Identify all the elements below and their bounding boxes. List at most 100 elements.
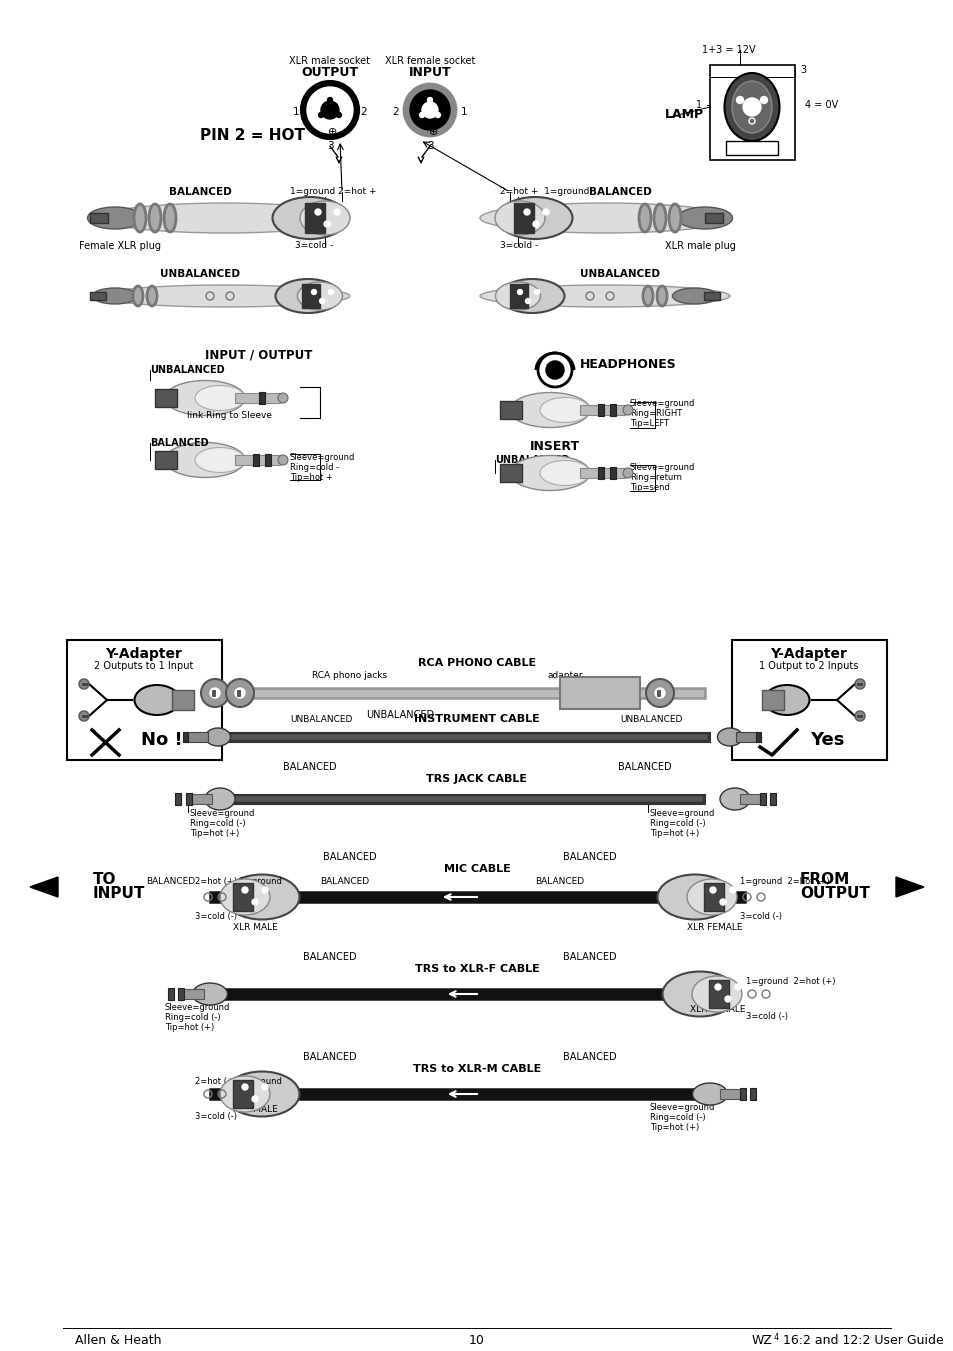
Bar	[725, 141, 778, 155]
Text: Ring=cold -: Ring=cold -	[290, 463, 338, 473]
Text: TRS JACK CABLE: TRS JACK CABLE	[426, 774, 527, 784]
Text: 4: 4	[773, 1332, 779, 1342]
Text: UNBALANCED: UNBALANCED	[160, 269, 240, 280]
Circle shape	[79, 711, 89, 721]
Bar	[856, 715, 862, 717]
Text: 3=cold (-): 3=cold (-)	[194, 1112, 236, 1121]
Text: Sleeve=ground: Sleeve=ground	[290, 454, 355, 462]
Text: 1=ground  2=hot (+): 1=ground 2=hot (+)	[740, 877, 828, 885]
Ellipse shape	[642, 286, 652, 305]
Circle shape	[714, 984, 720, 990]
Text: UNBALANCED: UNBALANCED	[366, 711, 434, 720]
Text: adapter: adapter	[547, 670, 582, 680]
Circle shape	[319, 299, 324, 304]
Text: 3=cold (-): 3=cold (-)	[745, 1012, 787, 1021]
Bar	[174, 793, 181, 805]
Text: BALANCED: BALANCED	[588, 186, 651, 197]
Circle shape	[79, 680, 89, 689]
Text: Sleeve=ground: Sleeve=ground	[629, 400, 695, 408]
Text: Ring=cold (-): Ring=cold (-)	[165, 1012, 220, 1021]
Circle shape	[318, 112, 323, 118]
Circle shape	[546, 362, 562, 378]
Bar	[740, 1088, 745, 1100]
Text: Tip=hot (+): Tip=hot (+)	[165, 1023, 214, 1032]
Text: UNBALANCED: UNBALANCED	[495, 455, 569, 465]
Text: Y-Adapter: Y-Adapter	[770, 647, 846, 661]
Bar	[183, 732, 188, 742]
Circle shape	[736, 96, 742, 104]
Text: XLR FEMALE: XLR FEMALE	[690, 1005, 745, 1013]
Ellipse shape	[657, 286, 666, 305]
Circle shape	[748, 118, 754, 124]
Text: UNBALANCED: UNBALANCED	[290, 715, 352, 724]
Text: Ring=return: Ring=return	[629, 473, 681, 481]
Ellipse shape	[164, 204, 175, 232]
Text: INPUT: INPUT	[92, 885, 145, 901]
Polygon shape	[30, 877, 58, 897]
Text: BALANCED: BALANCED	[303, 1052, 356, 1062]
Text: Female XLR plug: Female XLR plug	[79, 240, 161, 251]
Circle shape	[226, 680, 253, 707]
Ellipse shape	[479, 285, 729, 307]
Bar	[499, 401, 521, 419]
Text: WZ: WZ	[751, 1335, 772, 1347]
Bar	[172, 690, 193, 711]
Text: UNBALANCED: UNBALANCED	[150, 365, 224, 376]
Circle shape	[645, 680, 673, 707]
Circle shape	[201, 680, 229, 707]
Circle shape	[734, 984, 740, 990]
Ellipse shape	[672, 288, 717, 304]
Circle shape	[307, 86, 353, 132]
Bar	[598, 404, 603, 416]
Bar	[760, 793, 765, 805]
Circle shape	[720, 898, 725, 905]
Bar	[90, 213, 108, 223]
Bar	[856, 684, 862, 685]
Text: BALANCED: BALANCED	[303, 952, 356, 962]
Text: Tip=hot (+): Tip=hot (+)	[190, 830, 239, 839]
Text: TO: TO	[92, 871, 116, 886]
Text: Tip=LEFT: Tip=LEFT	[629, 420, 668, 428]
Bar	[703, 292, 720, 300]
Text: XLR MALE: XLR MALE	[233, 1105, 277, 1113]
Ellipse shape	[299, 201, 350, 235]
Ellipse shape	[147, 286, 157, 305]
Bar	[749, 1088, 755, 1100]
Ellipse shape	[677, 207, 732, 230]
Text: Tip=hot (+): Tip=hot (+)	[649, 830, 699, 839]
Circle shape	[709, 888, 716, 893]
Circle shape	[523, 209, 530, 215]
Text: 1: 1	[293, 107, 299, 118]
Bar	[740, 794, 761, 804]
Ellipse shape	[510, 455, 589, 490]
Bar	[720, 1089, 741, 1098]
Circle shape	[854, 680, 864, 689]
Ellipse shape	[133, 204, 146, 232]
Ellipse shape	[220, 880, 270, 915]
Text: 2=hot +  1=ground: 2=hot + 1=ground	[499, 188, 589, 196]
Text: MIC CABLE: MIC CABLE	[443, 865, 510, 874]
Circle shape	[327, 97, 333, 103]
Ellipse shape	[731, 81, 771, 132]
Text: OUTPUT: OUTPUT	[800, 885, 869, 901]
Ellipse shape	[479, 203, 729, 232]
Bar	[657, 690, 659, 696]
Text: XLR FEMALE: XLR FEMALE	[686, 923, 742, 931]
Text: TRS to XLR-F CABLE: TRS to XLR-F CABLE	[415, 965, 538, 974]
Text: 1+3 = 12V: 1+3 = 12V	[701, 45, 755, 55]
Ellipse shape	[134, 685, 179, 715]
Circle shape	[622, 467, 633, 478]
Text: 1: 1	[695, 100, 701, 109]
Bar	[579, 467, 624, 478]
Text: 1: 1	[460, 107, 467, 118]
Circle shape	[760, 96, 767, 104]
Text: 3: 3	[326, 141, 333, 151]
Text: 3: 3	[800, 65, 805, 76]
Text: BALANCED: BALANCED	[169, 186, 232, 197]
Circle shape	[427, 97, 432, 103]
Ellipse shape	[657, 874, 732, 920]
Text: XLR female socket: XLR female socket	[384, 55, 475, 66]
Text: 10: 10	[469, 1335, 484, 1347]
Text: UNBALANCED: UNBALANCED	[579, 269, 659, 280]
Ellipse shape	[220, 1075, 270, 1112]
